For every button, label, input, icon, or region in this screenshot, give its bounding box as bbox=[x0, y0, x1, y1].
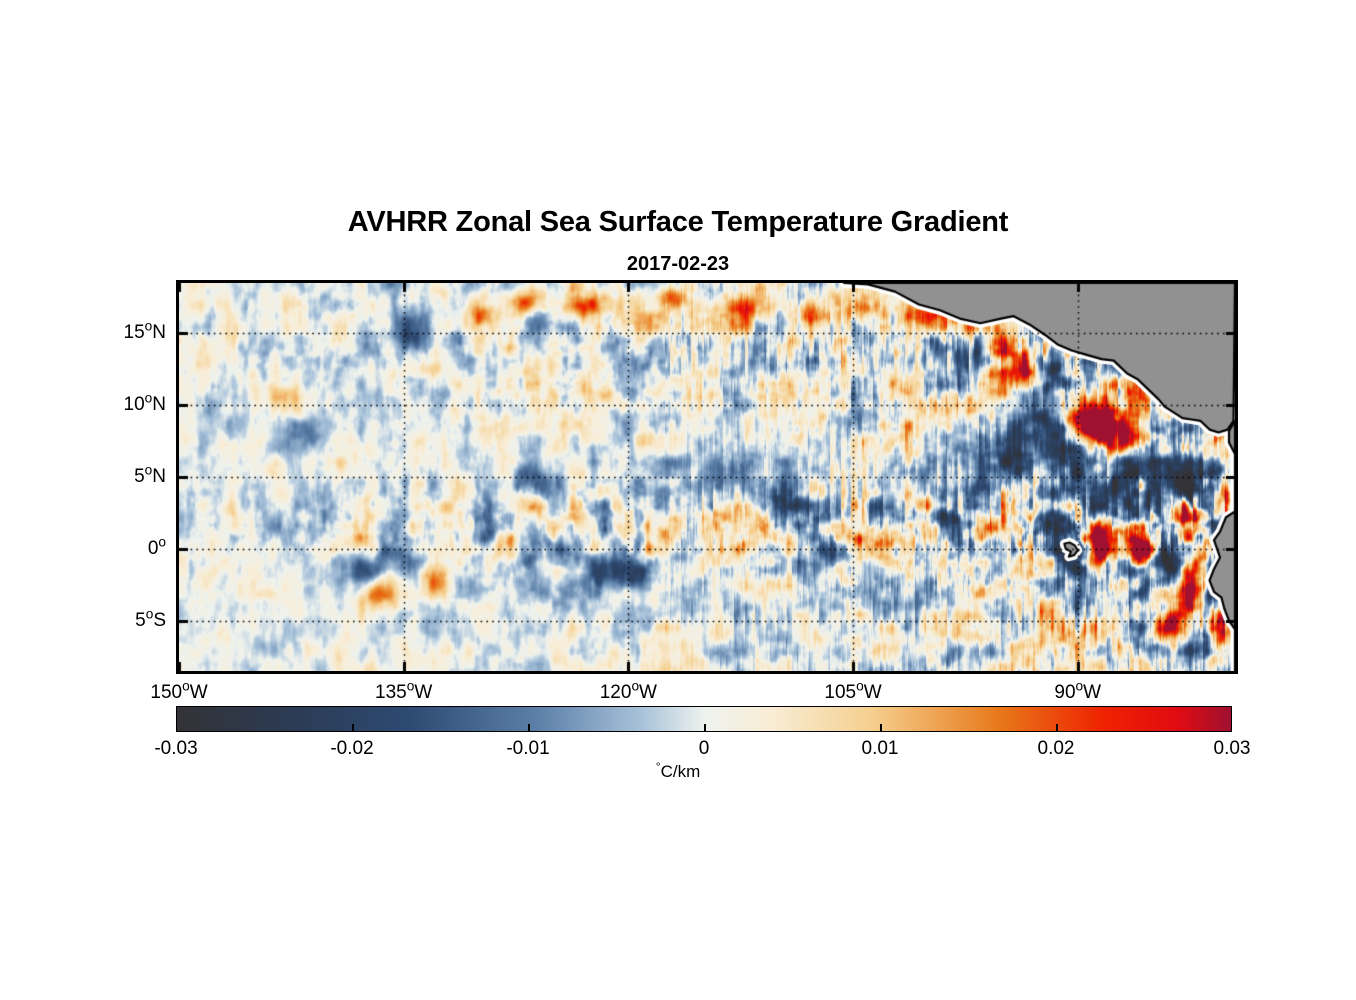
map-axes bbox=[176, 280, 1238, 674]
y-tick-label-3: 0o bbox=[147, 534, 166, 559]
y-tick-label-0: 15oN bbox=[123, 318, 166, 344]
y-tick-label-4: 5oS bbox=[135, 606, 166, 631]
colorbar-tick-label-3: 0 bbox=[698, 738, 710, 759]
x-tick-label-4: 90oW bbox=[1054, 678, 1102, 703]
colorbar-tick-label-1: -0.02 bbox=[330, 738, 374, 759]
colorbar-tick-label-6: 0.03 bbox=[1213, 738, 1251, 759]
x-tick-label-2: 120oW bbox=[599, 678, 657, 703]
colorbar-tick-label-0: -0.03 bbox=[154, 738, 198, 759]
degree-symbol-icon: ° bbox=[655, 759, 661, 774]
colorbar-tick-2 bbox=[528, 724, 530, 732]
sst-gradient-heatmap bbox=[179, 283, 1235, 671]
page-title: AVHRR Zonal Sea Surface Temperature Grad… bbox=[347, 206, 1009, 238]
x-tick-label-1: 135oW bbox=[375, 678, 433, 703]
figure-subtitle-date: 2017-02-23 bbox=[626, 253, 730, 275]
colorbar-tick-label-2: -0.01 bbox=[506, 738, 550, 759]
colorbar-tick-3 bbox=[704, 724, 706, 732]
y-tick-label-2: 5oN bbox=[134, 462, 166, 487]
x-tick-label-0: 150oW bbox=[150, 678, 208, 703]
colorbar-tick-4 bbox=[880, 724, 882, 732]
colorbar-unit-label: °C/km bbox=[0, 759, 1356, 782]
colorbar-unit-text: C/km bbox=[660, 762, 701, 781]
colorbar-tick-1 bbox=[352, 724, 354, 732]
x-tick-label-3: 105oW bbox=[824, 678, 882, 703]
colorbar-tick-5 bbox=[1056, 724, 1058, 732]
colorbar-tick-label-4: 0.01 bbox=[861, 738, 899, 759]
y-tick-label-1: 10oN bbox=[123, 390, 166, 416]
colorbar-tick-label-5: 0.02 bbox=[1037, 738, 1075, 759]
